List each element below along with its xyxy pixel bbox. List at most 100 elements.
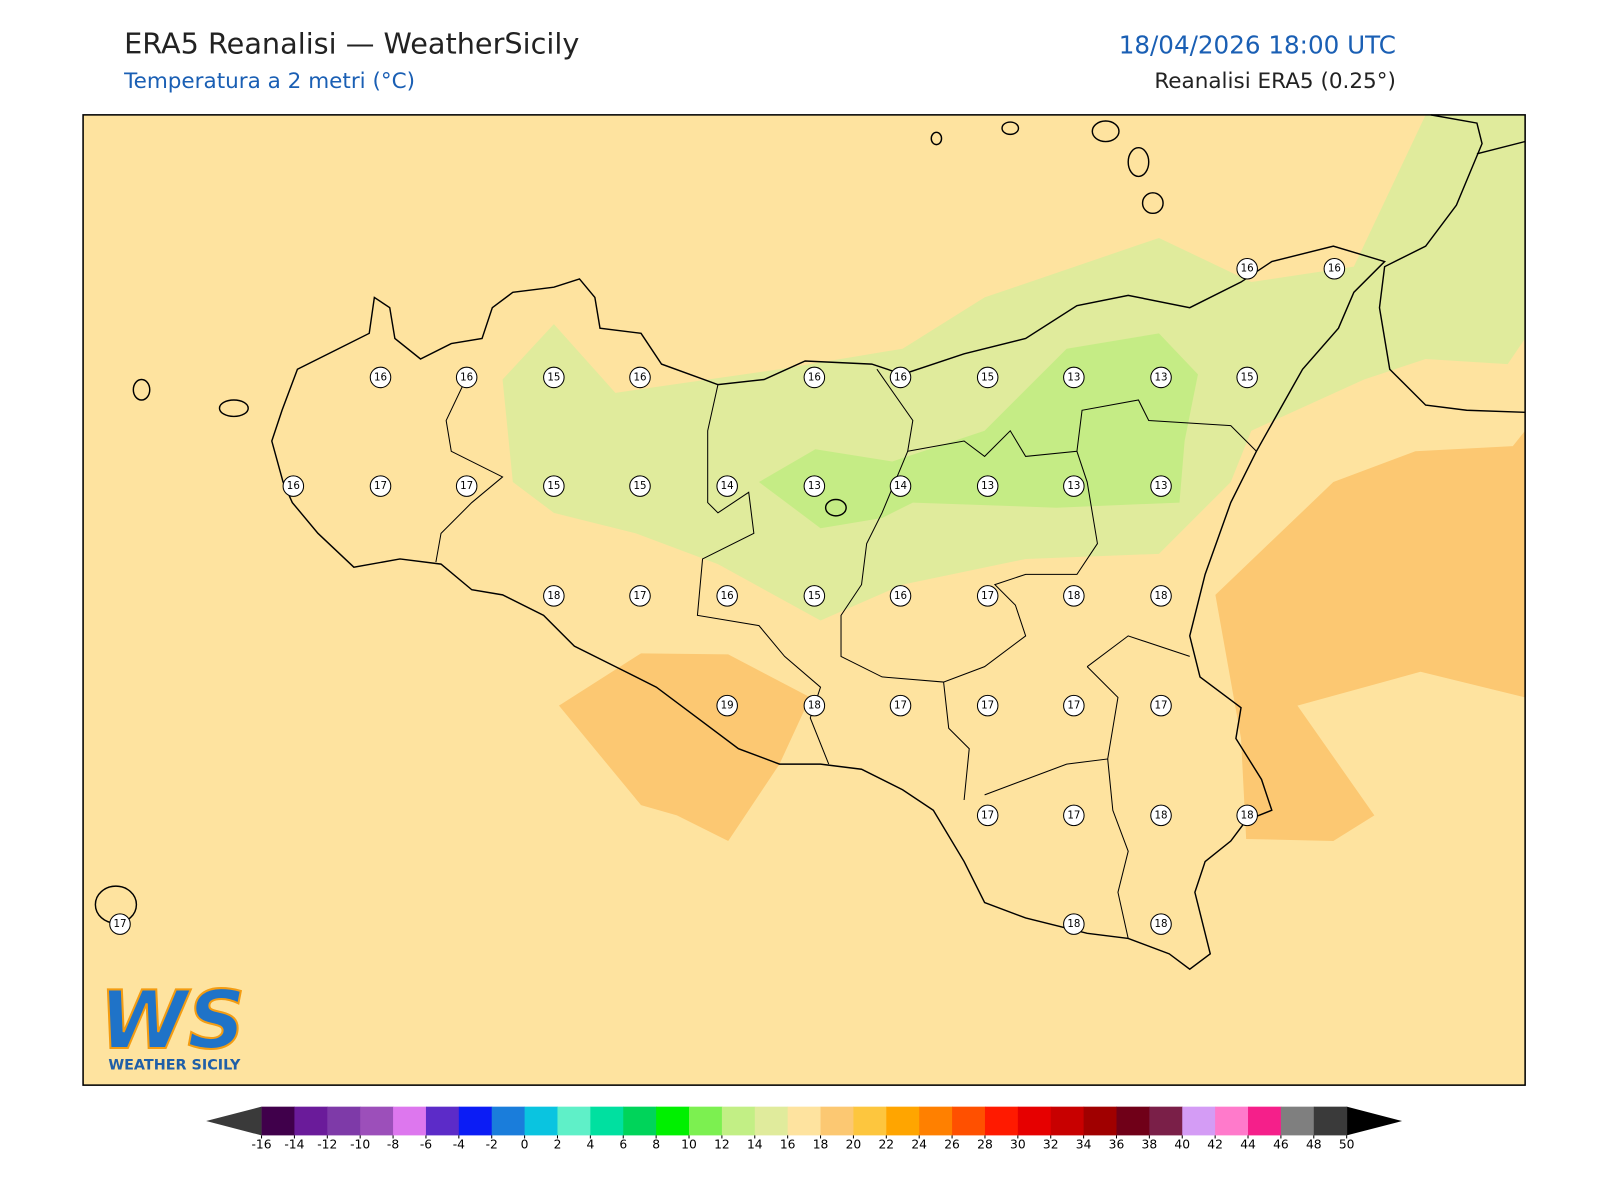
station-marker: [369, 366, 392, 389]
colorbar-tick-label: 18: [813, 1137, 829, 1151]
station-marker: [629, 585, 651, 607]
station-value: 17: [113, 918, 126, 930]
station-value: 17: [1067, 700, 1080, 712]
station-value: 16: [894, 590, 907, 602]
colorbar-box: [787, 1106, 822, 1136]
colorbar-tick-label: -2: [486, 1137, 498, 1151]
zone-12-14: [758, 333, 1198, 529]
station-value: 15: [1241, 371, 1254, 383]
station-value: 19: [721, 700, 734, 712]
station-marker: [803, 694, 826, 717]
colorbar-box: [1182, 1106, 1216, 1136]
station-value: 16: [721, 590, 734, 602]
province-borders: [435, 368, 1257, 939]
station-value: 15: [547, 480, 560, 492]
station-marker: [1150, 913, 1172, 935]
station-marker: [976, 475, 999, 497]
station-value: 18: [1155, 918, 1168, 930]
station-value: 17: [981, 809, 994, 821]
colorbar-tick-label: -16: [251, 1137, 271, 1151]
station-marker: [1236, 257, 1258, 280]
logo: WS WEATHER SICILY: [98, 973, 246, 1074]
colorbar-box: [853, 1106, 887, 1136]
colorbar-under: [206, 1106, 262, 1136]
station-value: 16: [1328, 263, 1341, 275]
colorbar-tick-label: 34: [1076, 1137, 1092, 1151]
station-marker: [889, 366, 912, 389]
subtitle: Temperatura a 2 metri (°C): [123, 69, 415, 94]
station-marker: [1063, 913, 1085, 935]
station-marker: [1236, 366, 1258, 389]
colorbar-tick-label: 30: [1010, 1137, 1026, 1151]
colorbar-tick-label: 24: [911, 1137, 927, 1151]
colorbar-tick-label: 48: [1306, 1137, 1322, 1151]
colorbar-box: [886, 1106, 920, 1136]
station-value: 13: [981, 480, 994, 492]
colorbar-box: [1313, 1106, 1348, 1136]
colorbar-tick-label: 46: [1273, 1137, 1289, 1151]
colorbar-box: [656, 1106, 690, 1136]
colorbar-box: [1116, 1106, 1150, 1136]
colorbar-tick-label: -4: [453, 1137, 465, 1151]
colorbar-tick-label: 40: [1174, 1137, 1190, 1151]
station-value: 13: [1155, 371, 1168, 383]
station-value: 17: [981, 590, 994, 602]
colorbar-tick-label: 4: [586, 1137, 594, 1151]
station-marker: [1150, 585, 1172, 607]
colorbar-tick-label: 50: [1339, 1137, 1355, 1151]
colorbar-tick-label: 38: [1142, 1137, 1158, 1151]
station-marker: [889, 694, 912, 717]
colorbar-box: [754, 1106, 789, 1136]
source: Reanalisi ERA5 (0.25°): [1154, 69, 1396, 94]
station-marker: [543, 585, 565, 607]
colorbar-box: [952, 1106, 986, 1136]
colorbar-box: [1083, 1106, 1118, 1136]
station-value: 17: [894, 700, 907, 712]
station-marker: [976, 366, 999, 389]
colorbar-tick-label: 6: [619, 1137, 627, 1151]
station-marker: [1063, 585, 1085, 607]
title: ERA5 Reanalisi — WeatherSicily: [124, 26, 579, 60]
station-value: 18: [1155, 590, 1168, 602]
colorbar-tick-label: 36: [1109, 1137, 1125, 1151]
station-value: 17: [981, 700, 994, 712]
station-marker: [716, 585, 738, 607]
station-marker: [1150, 804, 1172, 827]
station-value: 16: [894, 371, 907, 383]
station-value: 18: [1241, 809, 1254, 821]
station-marker: [369, 475, 392, 497]
station-marker: [629, 366, 651, 389]
station-marker: [1150, 475, 1172, 497]
station-marker: [455, 366, 478, 389]
station-value: 16: [808, 371, 821, 383]
logo-mark: WS: [99, 974, 245, 1067]
station-value: 18: [1067, 590, 1080, 602]
colorbar-box: [1248, 1106, 1282, 1136]
colorbar-tick-label: 2: [554, 1137, 562, 1151]
station-marker: [889, 475, 912, 497]
station-marker: [109, 913, 131, 935]
station-marker: [1150, 366, 1172, 389]
colorbar-over: [1346, 1106, 1403, 1136]
station-marker: [1063, 804, 1085, 827]
colorbar-box: [919, 1106, 953, 1136]
station-value: 15: [633, 480, 646, 492]
station-value: 15: [547, 371, 560, 383]
station-marker: [716, 475, 738, 497]
colorbar-box: [327, 1106, 361, 1136]
coastline: [94, 114, 1526, 971]
station-value: 16: [460, 371, 473, 383]
colorbar-box: [984, 1106, 1019, 1136]
colorbar-tick-label: 44: [1240, 1137, 1256, 1151]
colorbar-box: [360, 1106, 394, 1136]
colorbar-tick-label: 16: [780, 1137, 796, 1151]
zone-18-20: [558, 653, 811, 842]
colorbar-tick-label: 28: [977, 1137, 993, 1151]
zone-14-16: [502, 114, 1526, 621]
colorbar-tick-label: -12: [317, 1137, 337, 1151]
station-marker: [543, 366, 565, 389]
station-labels: 16 16 16 16 15 16 16 16 15 13 13 15 16 17 17 15 15 14 13 14…: [109, 257, 1346, 935]
station-value: 13: [808, 480, 821, 492]
station-marker: [976, 804, 999, 827]
station-value: 16: [374, 371, 387, 383]
